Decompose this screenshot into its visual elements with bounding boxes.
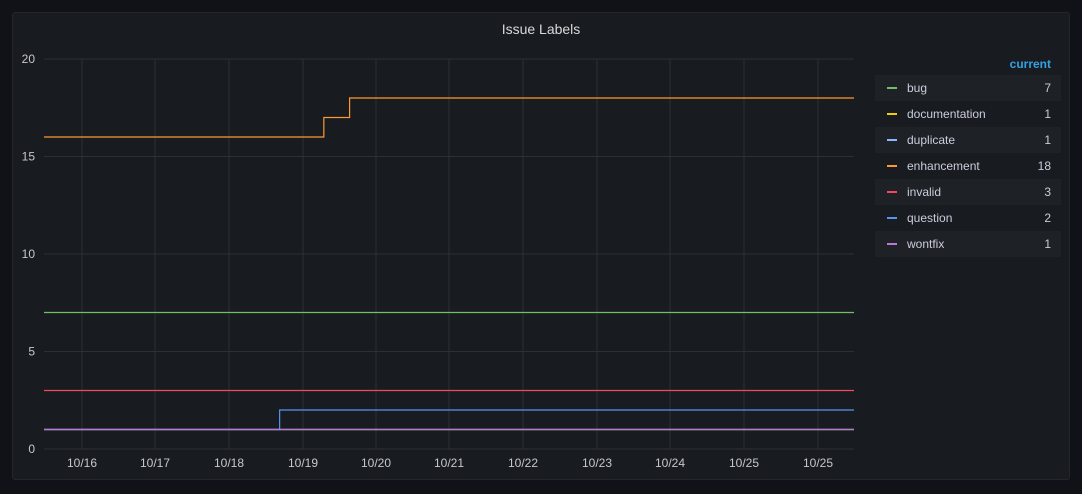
legend-current-value: 3 [1044,185,1051,199]
legend: current bug 7 documentation 1 duplicate 1 enha… [875,53,1061,257]
legend-current-value: 1 [1044,107,1051,121]
series-line-enhancement[interactable] [44,97,854,138]
legend-item-duplicate[interactable]: duplicate 1 [875,127,1061,153]
legend-current-value: 2 [1044,211,1051,225]
legend-current-value: 1 [1044,237,1051,251]
legend-swatch [887,217,897,219]
y-tick-label: 15 [22,150,36,164]
legend-item-enhancement[interactable]: enhancement 18 [875,153,1061,179]
x-tick-label: 10/20 [361,456,391,470]
legend-series-name[interactable]: documentation [907,107,986,121]
panel-title[interactable]: Issue Labels [501,21,581,37]
x-tick-label: 10/21 [434,456,464,470]
x-tick-label: 10/24 [655,456,685,470]
legend-swatch [887,139,897,141]
legend-current-value: 7 [1044,81,1051,95]
x-tick-label: 10/16 [67,456,97,470]
legend-series-name[interactable]: bug [907,81,928,95]
x-tick-label: 10/18 [214,456,244,470]
legend-item-bug[interactable]: bug 7 [875,75,1061,101]
issue-labels-panel: Issue Labels 0 5 10 15 20 10/16 10/17 10/18 10/1… [12,12,1070,480]
legend-swatch [887,87,897,89]
legend-swatch [887,191,897,193]
legend-item-invalid[interactable]: invalid 3 [875,179,1061,205]
x-tick-label: 10/23 [582,456,612,470]
x-tick-label: 10/25 [729,456,759,470]
y-tick-label: 20 [22,52,36,66]
legend-item-documentation[interactable]: documentation 1 [875,101,1061,127]
legend-series-name[interactable]: enhancement [907,159,980,173]
legend-item-question[interactable]: question 2 [875,205,1061,231]
legend-swatch [887,243,897,245]
x-tick-label: 10/17 [140,456,170,470]
legend-series-name[interactable]: invalid [907,185,942,199]
legend-series-name[interactable]: question [907,211,953,225]
y-tick-label: 10 [22,247,36,261]
legend-current-value: 1 [1044,133,1051,147]
x-tick-label: 10/22 [508,456,538,470]
legend-series-name[interactable]: wontfix [907,237,945,251]
legend-item-wontfix[interactable]: wontfix 1 [875,231,1061,257]
legend-swatch [887,113,897,115]
x-tick-label: 10/25 [803,456,833,470]
y-tick-label: 0 [28,442,35,456]
legend-swatch [887,165,897,167]
x-tick-label: 10/19 [288,456,318,470]
y-tick-label: 5 [28,345,35,359]
legend-series-name[interactable]: duplicate [907,133,956,147]
legend-current-value: 18 [1037,159,1051,173]
line-chart: 0 5 10 15 20 10/16 10/17 10/18 10/19 10/20 10/21 10… [22,52,854,470]
legend-header-current[interactable]: current [1009,57,1051,71]
